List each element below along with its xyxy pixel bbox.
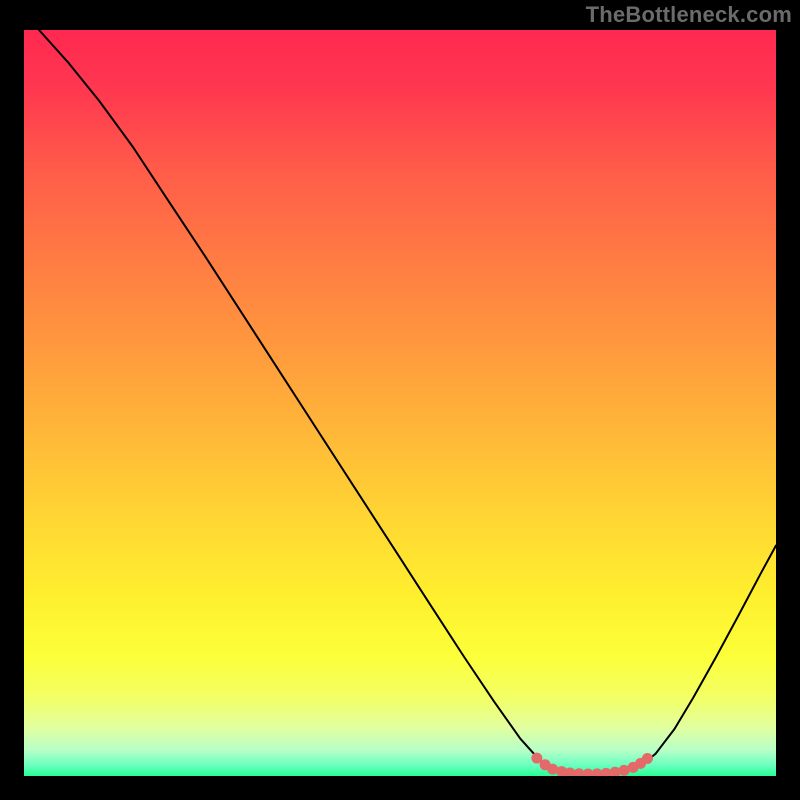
marker-group (531, 753, 653, 776)
figure-container: TheBottleneck.com (0, 0, 800, 800)
chart-svg (24, 30, 776, 776)
plot-area (24, 30, 776, 776)
valley-marker (642, 753, 653, 764)
bottleneck-curve (39, 30, 776, 774)
watermark-text: TheBottleneck.com (586, 2, 792, 28)
